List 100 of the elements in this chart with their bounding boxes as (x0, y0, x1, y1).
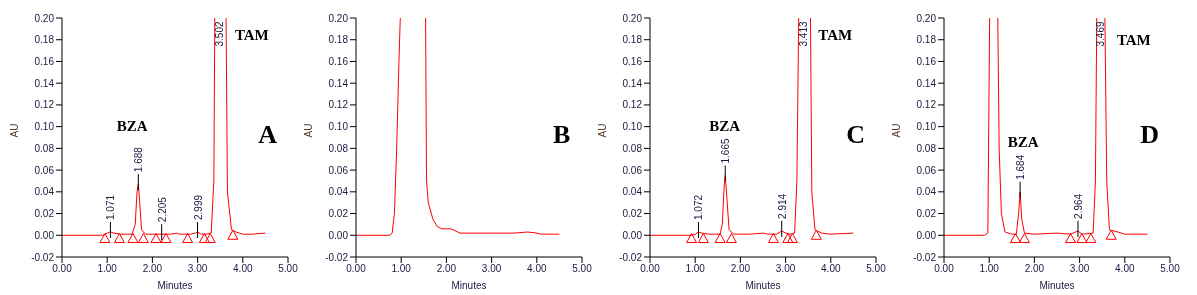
y-tick-label: 0.18 (622, 34, 643, 46)
y-tick-label: 0.08 (34, 142, 55, 154)
y-tick-label: 0.16 (622, 56, 643, 67)
y-tick-label: 0.00 (622, 229, 643, 241)
y-tick-label: 0.16 (328, 56, 349, 67)
x-tick-label: 5.00 (1160, 263, 1181, 275)
y-tick-label: 0.02 (916, 208, 937, 220)
x-tick-label: 3.00 (481, 263, 502, 275)
y-tick-label: 0.14 (916, 77, 937, 89)
y-tick-label: -0.02 (913, 251, 937, 263)
y-tick-label: -0.02 (619, 251, 643, 263)
x-tick-label: 5.00 (572, 263, 593, 275)
y-tick-label: -0.02 (31, 251, 55, 263)
annotation: 2.205 (156, 196, 168, 223)
x-tick-label: 0.00 (52, 263, 73, 275)
x-tick-label: 0.00 (640, 263, 661, 275)
y-tick-label: 0.18 (916, 34, 937, 46)
x-tick-label: 4.00 (821, 263, 841, 275)
y-tick-label: 0.04 (34, 186, 55, 198)
annotation: C (846, 120, 866, 150)
y-axis-title: AU (596, 123, 608, 138)
annotation: TAM (234, 26, 269, 43)
y-tick-label: 0.20 (34, 12, 55, 24)
annotation: D (1140, 120, 1160, 150)
y-axis-title: AU (302, 123, 314, 138)
annotation: 1.684 (1015, 154, 1027, 180)
x-tick-label: 1.00 (97, 263, 118, 275)
x-tick-label: 5.00 (866, 263, 887, 275)
y-tick-label: 0.00 (916, 229, 937, 241)
y-tick-label: 0.06 (34, 164, 55, 176)
y-tick-label: -0.02 (325, 251, 349, 263)
annotation: TAM (1116, 31, 1151, 47)
y-tick-label: 0.20 (328, 12, 349, 24)
x-axis-title: Minutes (1039, 280, 1075, 291)
y-axis-title: AU (890, 123, 902, 138)
y-tick-label: 0.10 (622, 121, 643, 133)
annotation: 1.072 (693, 194, 705, 221)
annotation: 1.688 (133, 146, 145, 173)
y-tick-label: 0.00 (328, 229, 349, 241)
y-tick-label: 0.06 (622, 164, 643, 176)
y-tick-label: 0.00 (34, 229, 55, 241)
x-tick-label: 0.00 (934, 263, 955, 275)
x-tick-label: 4.00 (233, 263, 253, 275)
annotation: 2.914 (776, 193, 788, 219)
annotation: BZA (709, 117, 740, 134)
x-tick-label: 1.00 (685, 263, 706, 275)
annotation: BZA (1007, 133, 1039, 150)
y-tick-label: 0.06 (328, 164, 349, 176)
annotation: 2.964 (1072, 193, 1084, 219)
y-tick-label: 0.12 (916, 99, 937, 111)
y-tick-label: 0.16 (916, 56, 937, 67)
x-axis-title: Minutes (451, 280, 487, 291)
x-tick-label: 2.00 (142, 263, 163, 275)
y-tick-label: 0.08 (916, 142, 937, 154)
x-axis-title: Minutes (745, 280, 781, 291)
y-tick-label: 0.12 (622, 99, 643, 111)
y-tick-label: 0.04 (622, 186, 643, 198)
y-tick-label: 0.18 (34, 34, 55, 46)
y-tick-label: 0.14 (34, 77, 55, 89)
x-tick-label: 3.00 (775, 263, 796, 275)
y-tick-label: 0.06 (916, 164, 937, 176)
y-tick-label: 0.20 (916, 12, 937, 24)
x-tick-label: 4.00 (1115, 263, 1135, 275)
y-tick-label: 0.10 (916, 121, 937, 133)
annotation: 1.071 (105, 194, 117, 221)
y-tick-label: 0.10 (328, 121, 349, 133)
annotation: 2.999 (192, 194, 204, 221)
y-tick-label: 0.08 (622, 142, 643, 154)
x-tick-label: 4.00 (527, 263, 547, 275)
annotation: A (258, 120, 278, 150)
y-tick-label: 0.20 (622, 12, 643, 24)
x-tick-label: 3.00 (1069, 263, 1090, 275)
y-tick-label: 0.08 (328, 142, 349, 154)
x-tick-label: 5.00 (278, 263, 299, 275)
annotation: 1.665 (720, 138, 732, 164)
annotation: 3.469 (1094, 21, 1106, 47)
y-tick-label: 0.16 (34, 56, 55, 67)
x-axis-title: Minutes (157, 280, 193, 291)
annotation: B (552, 120, 571, 150)
y-tick-label: 0.02 (622, 208, 643, 220)
y-tick-label: 0.04 (328, 186, 349, 198)
y-tick-label: 0.14 (328, 77, 349, 89)
y-tick-label: 0.04 (916, 186, 937, 198)
y-axis-title: AU (8, 123, 20, 138)
y-tick-label: 0.14 (622, 77, 643, 89)
x-tick-label: 1.00 (979, 263, 1000, 275)
x-tick-label: 2.00 (1024, 263, 1045, 275)
y-tick-label: 0.12 (328, 99, 349, 111)
y-tick-label: 0.18 (328, 34, 349, 46)
x-tick-label: 3.00 (187, 263, 208, 275)
annotation: TAM (818, 26, 853, 43)
annotation: 3.502 (214, 21, 226, 47)
annotation: 3.413 (798, 21, 810, 47)
y-tick-label: 0.02 (34, 208, 55, 220)
x-tick-label: 1.00 (391, 263, 412, 275)
y-tick-label: 0.12 (34, 99, 55, 111)
annotation: BZA (116, 117, 148, 134)
y-tick-label: 0.02 (328, 208, 349, 220)
y-tick-label: 0.10 (34, 121, 55, 133)
x-tick-label: 2.00 (730, 263, 751, 275)
